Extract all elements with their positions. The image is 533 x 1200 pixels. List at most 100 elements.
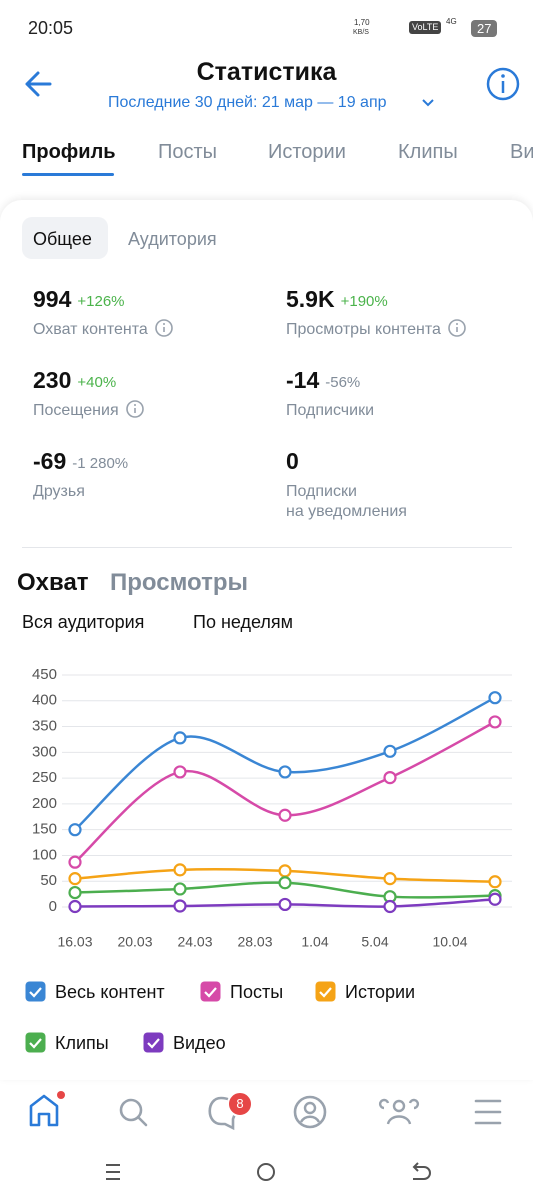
checkbox-check [319,987,332,998]
legend-label[interactable]: Клипы [55,1033,109,1053]
x-tick-label: 16.03 [57,934,92,950]
point [173,899,187,913]
legend-checkbox[interactable] [315,981,336,1002]
info-icon[interactable] [486,67,520,101]
stat-label: Подписчики [286,402,375,419]
stat-label: Подписки на уведомления [286,483,407,520]
nav-menu[interactable] [474,1099,502,1125]
status-speed-unit: KB/S [353,29,369,36]
legend-label[interactable]: Весь контент [55,982,165,1002]
tab[interactable]: Посты [158,141,218,163]
stat-value: 5.9K [286,286,335,312]
stat-value: -14 [286,367,320,393]
nav-home-dot [57,1091,65,1099]
nav-search-handle [136,1115,148,1127]
nav-friends[interactable] [392,1099,406,1113]
point [173,765,187,779]
nav-friends-body [378,1098,420,1125]
point [383,872,397,886]
point [278,897,292,912]
point [488,715,502,729]
info-icon[interactable] [447,318,467,338]
info-circle [448,319,466,337]
status-volte: VoLTE [409,21,442,34]
point [488,892,502,906]
info-dot [162,323,165,325]
legend-checkbox[interactable] [143,1032,164,1053]
x-tick-label: 20.03 [117,934,152,950]
chart-tab[interactable]: Охват [17,569,89,596]
info-icon-dot [501,74,505,78]
point [68,823,82,837]
checkbox-check [147,1038,160,1049]
point [68,872,82,886]
checkbox-check [29,987,42,998]
point [488,691,502,705]
nav-profile-body [299,1115,321,1123]
point [173,863,187,877]
stat-value: 994 [33,286,72,312]
info-dot [455,323,458,325]
point [173,731,187,745]
nav-badge-count: 8 [236,1096,244,1111]
stat-label: Охват контента [33,321,148,338]
y-tick-label: 250 [32,769,57,786]
checkbox-check [29,1038,42,1049]
subtab[interactable]: Аудитория [128,229,217,249]
x-tick-label: 5.04 [361,934,388,950]
filter[interactable]: По неделям [193,612,294,632]
legend-label[interactable]: Истории [345,982,416,1002]
stat-value: 230 [33,367,72,393]
status-network: 4G [446,17,457,26]
x-tick-label: 28.03 [237,934,272,950]
checkbox-box [143,1032,164,1053]
legend-checkbox[interactable] [25,981,46,1002]
point [68,855,82,869]
nav-search[interactable] [119,1098,143,1122]
point [383,744,397,758]
x-tick-label: 24.03 [177,934,212,950]
legend-checkbox[interactable] [25,1032,46,1053]
page-title: Статистика [196,58,337,86]
status-speed: 1,70 [354,18,370,27]
stat-change: -1 280% [72,455,129,472]
y-tick-label: 200 [32,795,57,812]
tab[interactable]: Профиль [22,141,116,163]
checkbox-box [25,981,46,1002]
y-tick-label: 0 [49,898,57,915]
legend-label[interactable]: Посты [230,982,284,1002]
stat-change: +126% [77,293,125,310]
tab[interactable]: Видео [510,141,533,163]
info-icon[interactable] [154,318,174,338]
chart-tab[interactable]: Просмотры [110,569,249,596]
period-chevron [422,99,434,107]
stat-change: -56% [325,374,361,391]
status-time: 20:05 [28,18,74,38]
nav-home[interactable] [29,1094,59,1127]
checkbox-box [25,1032,46,1053]
x-tick-label: 1.04 [301,934,328,950]
period[interactable]: Последние 30 дней: 21 мар — 19 апр [108,94,387,111]
legend-checkbox[interactable] [200,981,221,1002]
point [488,875,502,889]
sys-menu[interactable] [106,1164,120,1180]
subtab[interactable]: Общее [33,229,92,249]
info-icon[interactable] [125,399,145,419]
info-circle [125,400,144,418]
filter[interactable]: Вся аудитория [22,612,145,632]
divider [22,547,512,548]
point [278,864,292,878]
back-icon[interactable] [25,71,52,97]
tab[interactable]: Истории [268,141,346,163]
stats-card: Общее Аудитория 994 +126% Охват контента 5.… [0,200,533,1080]
y-tick-label: 50 [40,872,57,889]
tab[interactable]: Клипы [398,141,458,163]
sys-home[interactable] [257,1163,275,1181]
sys-back[interactable] [412,1162,431,1180]
nav-profile[interactable] [293,1095,327,1129]
stat-label: Друзья [33,483,85,500]
nav-badge [227,1091,253,1117]
legend-label[interactable]: Видео [173,1033,226,1053]
y-tick-label: 100 [32,846,57,863]
